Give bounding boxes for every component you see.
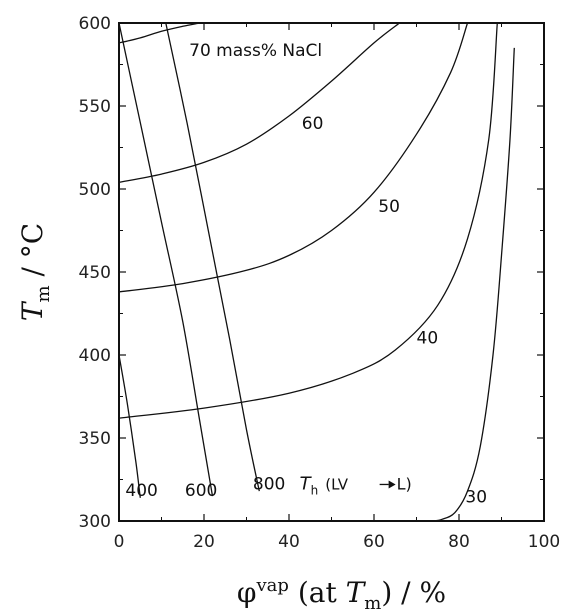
y-tick-label: 500: [79, 180, 111, 200]
th-curve-800: [165, 22, 260, 492]
curve-label: 600: [185, 481, 217, 501]
y-tick-label: 450: [79, 263, 111, 283]
th-curve-400: [118, 354, 141, 498]
y-tick-label: 600: [79, 14, 111, 34]
arrow-head-icon: [388, 480, 396, 489]
th-label: Th (LV: [300, 473, 349, 497]
x-axis-title: φvap (at Tm) / %: [237, 575, 446, 613]
curve-label: 400: [125, 481, 157, 501]
x-tick-label: 40: [278, 532, 300, 552]
curves: [118, 22, 515, 522]
ticks: 0 20 40 60 80 100 300 350 400 450 500 550 600: [79, 14, 561, 552]
curve-label: 800: [253, 474, 285, 494]
curve-label: 30: [465, 488, 487, 508]
x-tick-label: 0: [114, 532, 125, 552]
salinity-curve-30: [433, 47, 515, 522]
salinity-curve-60: [118, 22, 400, 184]
x-tick-label: 100: [528, 532, 560, 552]
x-tick-label: 20: [193, 532, 215, 552]
y-axis-title: Tm / °C: [16, 223, 54, 321]
plot-frame: [118, 22, 545, 522]
y-tick-label: 550: [79, 97, 111, 117]
salinity-curve-50: [118, 22, 469, 293]
th-label-right: L): [397, 474, 412, 493]
x-tick-label: 60: [363, 532, 385, 552]
x-tick-label: 80: [448, 532, 470, 552]
salinity-curve-40: [118, 22, 498, 419]
curve-label: 40: [417, 328, 439, 348]
y-tick-label: 300: [79, 512, 111, 532]
curve-label: 70 mass% NaCl: [189, 41, 322, 61]
salinity-curve-70-mass-nacl: [118, 22, 200, 44]
y-tick-label: 400: [79, 346, 111, 366]
th-curve-600: [118, 22, 214, 497]
y-tick-label: 350: [79, 429, 111, 449]
curve-label: 50: [378, 197, 400, 217]
curve-label: 60: [302, 114, 324, 134]
